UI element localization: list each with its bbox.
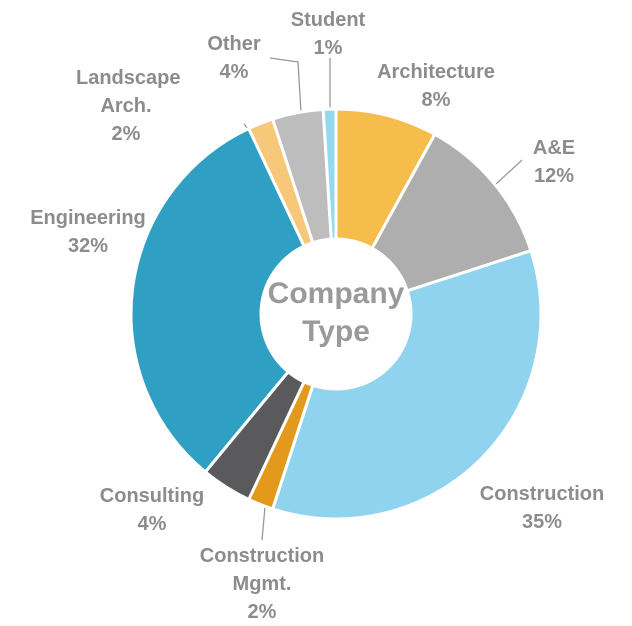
category-name: Engineering bbox=[30, 207, 146, 229]
slice-label: A&E 12% bbox=[533, 134, 575, 190]
category-name: Other bbox=[207, 33, 261, 55]
category-name: Construction Mgmt. bbox=[199, 545, 325, 595]
value-label: 8% bbox=[421, 89, 451, 111]
slice bbox=[129, 126, 307, 475]
slice-label: Other 4% bbox=[207, 30, 260, 86]
slice bbox=[270, 248, 543, 521]
category-name: Construction bbox=[479, 483, 605, 505]
value-label: 32% bbox=[67, 235, 109, 257]
slice-label: Engineering 32% bbox=[30, 204, 146, 260]
value-label: 1% bbox=[313, 37, 343, 59]
value-label: 12% bbox=[533, 165, 575, 187]
slice-label: Construction Mgmt. 2% bbox=[187, 542, 337, 626]
category-name: Student bbox=[290, 9, 366, 31]
slice bbox=[370, 132, 533, 293]
category-name: Architecture bbox=[377, 61, 495, 83]
value-label: 4% bbox=[137, 513, 167, 535]
slice-label: Construction 35% bbox=[480, 480, 604, 536]
slices bbox=[129, 107, 543, 521]
slice-label: Student 1% bbox=[291, 6, 365, 62]
slice-label: Consulting 4% bbox=[100, 482, 204, 538]
value-label: 2% bbox=[247, 601, 277, 623]
value-label: 4% bbox=[219, 61, 249, 83]
category-name: A&E bbox=[532, 137, 576, 159]
value-label: 2% bbox=[111, 123, 141, 145]
value-label: 35% bbox=[521, 511, 563, 533]
center-title: Company Type bbox=[267, 277, 405, 348]
category-name: Consulting bbox=[99, 485, 205, 507]
slice bbox=[321, 107, 338, 241]
category-name: Landscape Arch. bbox=[76, 67, 181, 117]
slice-label: Architecture 8% bbox=[377, 58, 495, 114]
slice-label: Landscape Arch. 2% bbox=[76, 64, 181, 148]
